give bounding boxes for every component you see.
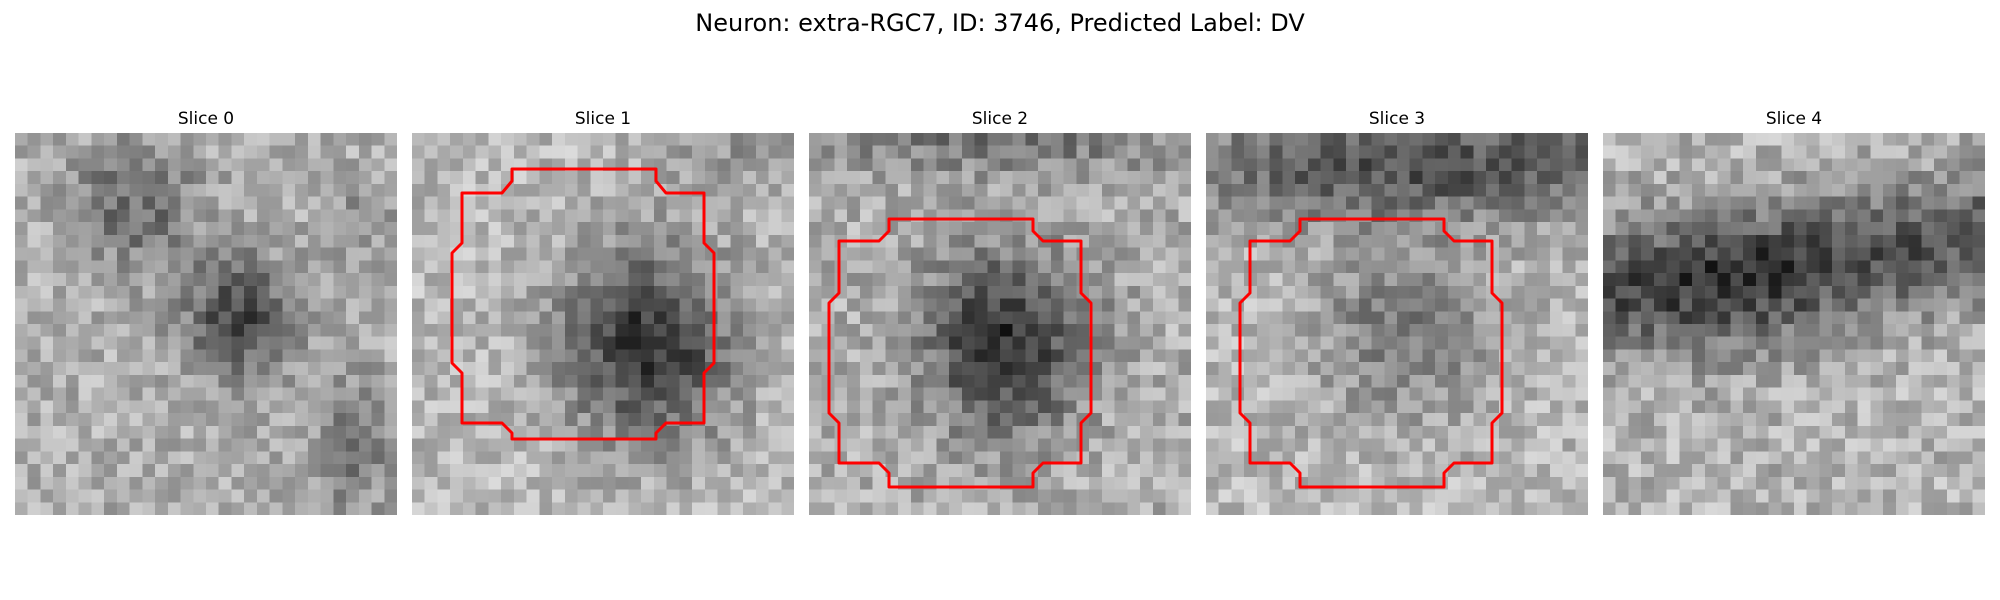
slice-image (412, 133, 794, 515)
slice-image (809, 133, 1191, 515)
slice-image (1206, 133, 1588, 515)
slice-title: Slice 0 (15, 107, 397, 131)
figure-title: Neuron: extra-RGC7, ID: 3746, Predicted … (0, 6, 2000, 40)
slice-image (15, 133, 397, 515)
slice-image (1603, 133, 1985, 515)
slice-title: Slice 3 (1206, 107, 1588, 131)
slice-title: Slice 2 (809, 107, 1191, 131)
slice-title: Slice 4 (1603, 107, 1985, 131)
slice-title: Slice 1 (412, 107, 794, 131)
